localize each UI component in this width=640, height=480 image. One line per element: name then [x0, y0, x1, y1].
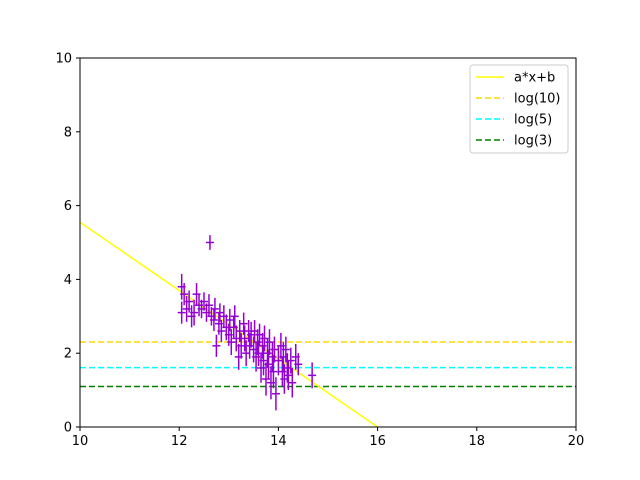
data-point	[264, 349, 273, 380]
data-point	[270, 336, 279, 363]
data-point	[274, 345, 283, 376]
data-point	[240, 325, 249, 352]
data-point	[217, 319, 226, 343]
data-point	[209, 308, 218, 332]
y-tick-label: 0	[64, 421, 72, 436]
y-tick-label: 4	[64, 273, 72, 288]
data-point	[242, 340, 251, 367]
data-point	[180, 283, 189, 306]
data-point	[205, 235, 214, 250]
x-tick-label: 14	[270, 434, 287, 449]
data-point	[230, 305, 239, 328]
data-point	[283, 353, 292, 383]
y-tick-label: 8	[64, 125, 72, 140]
x-tick-label: 10	[72, 434, 89, 449]
y-tick-label: 10	[55, 52, 72, 67]
data-point	[286, 347, 295, 374]
data-point	[237, 332, 246, 359]
data-point	[190, 299, 199, 326]
data-point	[215, 303, 224, 322]
data-point	[227, 329, 236, 356]
data-point	[212, 334, 221, 357]
data-point	[177, 301, 186, 324]
data-point	[185, 290, 194, 313]
legend-label: log(10)	[514, 92, 561, 107]
data-point	[269, 355, 278, 389]
data-point	[288, 367, 297, 398]
legend-label: log(5)	[514, 113, 552, 128]
y-axis: 0 2 4 6 8 10	[55, 52, 80, 436]
data-point	[284, 360, 293, 391]
data-point	[200, 292, 208, 311]
plot-area	[80, 221, 576, 427]
data-point	[232, 325, 241, 352]
x-tick-label: 12	[171, 434, 188, 449]
y-tick-label: 6	[64, 199, 72, 214]
y-tick-label: 2	[64, 347, 72, 362]
x-axis: 10 12 14 16 18 20	[72, 427, 585, 449]
data-point	[204, 294, 213, 317]
legend-label: a*x+b	[514, 71, 555, 86]
axes-frame	[79, 57, 577, 428]
x-tick-label: 20	[568, 434, 585, 449]
data-point	[210, 297, 219, 320]
data-point	[308, 362, 317, 389]
legend-label: log(3)	[514, 134, 552, 149]
x-tick-label: 18	[469, 434, 486, 449]
legend-box	[469, 64, 569, 154]
data-point	[281, 336, 290, 363]
data-point	[259, 345, 268, 376]
data-point	[271, 377, 280, 411]
x-tick-label: 16	[369, 434, 386, 449]
data-point	[239, 312, 248, 335]
data-point	[247, 321, 256, 348]
data-point	[294, 353, 303, 376]
legend: a*x+b log(10) log(5) log(3)	[469, 64, 569, 154]
data-point	[245, 332, 254, 359]
